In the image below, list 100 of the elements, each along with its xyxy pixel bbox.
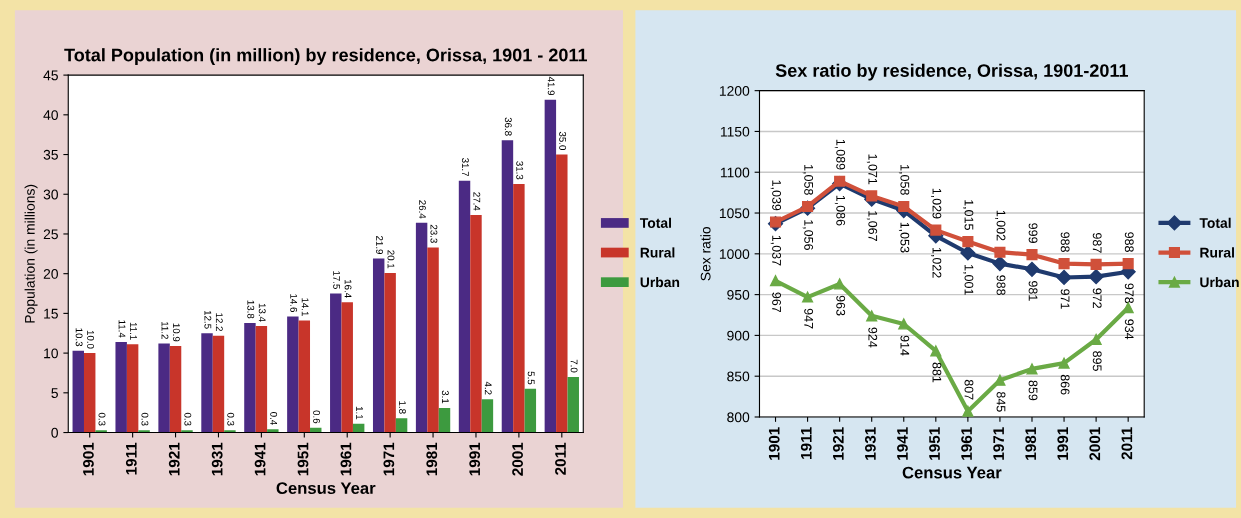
bar [372, 258, 385, 433]
data-label: 999 [1028, 223, 1038, 243]
x-tick-label: 2011 [1121, 427, 1133, 460]
y-tick-label: 30 [43, 189, 58, 200]
bar [330, 293, 342, 433]
data-label: 14.1 [301, 298, 309, 316]
x-tick-label: 1941 [254, 442, 266, 476]
x-tick-label: 1981 [1025, 427, 1037, 460]
legend-label: Rural [640, 247, 675, 258]
data-label: 0.3 [98, 412, 106, 426]
data-label: 7.0 [570, 359, 578, 373]
data-label: 988 [996, 275, 1006, 296]
x-tick-label: 1981 [426, 442, 438, 476]
data-label: 987 [1092, 233, 1102, 253]
data-label: 27.4 [473, 192, 481, 211]
point [994, 246, 1006, 258]
legend-label: Total [639, 217, 671, 228]
data-label: 26.4 [419, 200, 426, 219]
y-tick-label: 1100 [720, 167, 750, 178]
data-label: 972 [1092, 288, 1102, 308]
legend-label: Total [1199, 217, 1231, 228]
point [1024, 261, 1040, 277]
x-tick-label: 1901 [768, 427, 780, 460]
y-tick-label: 10 [44, 348, 58, 359]
bar [169, 345, 182, 433]
data-label: 0.6 [313, 410, 321, 424]
x-axis-title: Census Year [902, 466, 1002, 479]
point [898, 200, 910, 213]
point [1026, 249, 1038, 261]
x-tick-label: 1941 [897, 427, 908, 460]
data-label: 0.4 [270, 412, 278, 425]
data-label: 23.3 [430, 224, 438, 243]
data-label: 866 [1060, 374, 1070, 395]
data-label: 1,001 [963, 265, 974, 295]
data-label: 36.8 [504, 117, 512, 136]
data-label: 924 [868, 327, 878, 348]
point [1090, 258, 1102, 270]
y-tick-label: 1050 [719, 208, 750, 219]
x-tick-label: 1951 [297, 442, 309, 476]
data-label: 967 [772, 292, 782, 313]
bar [481, 399, 494, 433]
x-tick-label: 1971 [993, 427, 1005, 460]
y-tick-label: 25 [43, 229, 58, 240]
data-label: 1,058 [802, 165, 814, 195]
y-tick-label: 5 [51, 388, 58, 398]
bar [83, 353, 96, 433]
data-label: 4.2 [484, 381, 492, 395]
bar [415, 222, 428, 433]
data-label: 14.6 [290, 294, 298, 312]
point [960, 245, 976, 261]
point [992, 256, 1008, 272]
point [1056, 269, 1072, 286]
bar [427, 247, 439, 433]
bar [384, 272, 396, 433]
x-tick-label: 2001 [512, 442, 523, 476]
bar [158, 343, 170, 433]
data-label: 881 [932, 362, 942, 383]
legend-label: Urban [640, 276, 680, 288]
data-label: 971 [1060, 289, 1070, 309]
data-label: 845 [996, 391, 1006, 412]
point [1122, 258, 1134, 270]
bar [567, 376, 579, 433]
data-label: 988 [1124, 232, 1134, 252]
bar [72, 350, 84, 433]
bar [298, 320, 311, 433]
bar [513, 183, 525, 433]
x-tick-label: 1961 [961, 427, 972, 460]
data-label: 914 [900, 335, 910, 356]
y-tick-label: 900 [727, 330, 750, 341]
data-label: 1,067 [866, 211, 878, 241]
data-label: 859 [1028, 380, 1038, 401]
data-label: 1,058 [898, 165, 910, 195]
x-axis-title: Census Year [276, 482, 376, 495]
data-label: 1,039 [770, 180, 782, 211]
data-label: 0.3 [141, 412, 149, 426]
bar [556, 154, 568, 433]
point [802, 291, 814, 303]
y-tick-label: 1200 [719, 85, 750, 96]
point [1026, 363, 1038, 375]
data-label: 1,053 [898, 222, 910, 253]
point [930, 224, 942, 236]
legend-label: Urban [1200, 276, 1239, 288]
point [1058, 258, 1070, 270]
x-tick-label: 1921 [168, 442, 180, 476]
x-tick-label: 1991 [469, 442, 481, 476]
bar [544, 99, 557, 433]
data-label: 947 [804, 308, 814, 329]
y-tick-label: 950 [727, 289, 750, 300]
x-tick-label: 1971 [383, 442, 395, 476]
data-label: 1,015 [963, 200, 974, 230]
point [769, 216, 782, 228]
data-label: 1.1 [356, 406, 363, 420]
data-label: 1,022 [930, 247, 942, 278]
x-tick-label: 2001 [1089, 427, 1101, 461]
bar [287, 316, 299, 433]
data-label: 21.9 [376, 235, 383, 254]
point [962, 236, 974, 248]
point [866, 310, 878, 322]
y-tick-label: 800 [727, 412, 750, 423]
data-label: 1,002 [995, 210, 1006, 241]
